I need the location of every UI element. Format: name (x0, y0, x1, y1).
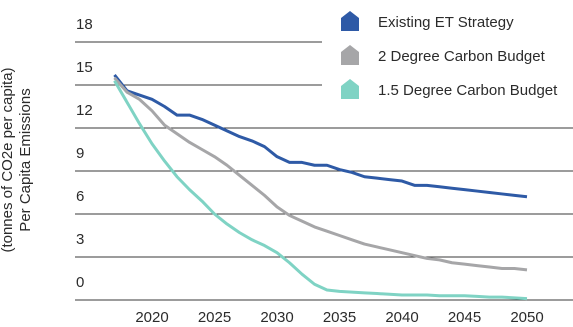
y-tick-label: 15 (76, 59, 93, 76)
x-tick-label: 2040 (385, 309, 418, 326)
legend-marker (341, 79, 359, 99)
legend-label: 2 Degree Carbon Budget (378, 48, 546, 65)
y-tick-label: 12 (76, 102, 93, 119)
legend-label: 1.5 Degree Carbon Budget (378, 82, 558, 99)
series-line (113, 76, 528, 272)
x-tick-label: 2030 (260, 309, 293, 326)
legend-marker (341, 45, 359, 65)
y-axis-label: Per Capita Emissions (17, 88, 34, 231)
y-tick-label: 18 (76, 16, 93, 33)
x-tick-label: 2020 (135, 309, 168, 326)
series-line (113, 74, 528, 199)
x-tick-label: 2025 (198, 309, 231, 326)
x-tick-label: 2035 (323, 309, 356, 326)
x-tick-label: 2050 (510, 309, 543, 326)
y-tick-label: 3 (76, 231, 84, 248)
x-tick-label: 2045 (448, 309, 481, 326)
y-tick-label: 6 (76, 188, 84, 205)
legend-background (322, 0, 573, 112)
y-axis-label: (tonnes of CO2e per capita) (0, 67, 16, 252)
y-tick-label: 0 (76, 274, 84, 291)
legend-marker (341, 11, 359, 31)
series-line (113, 79, 528, 301)
legend-label: Existing ET Strategy (378, 14, 514, 31)
y-tick-label: 9 (76, 145, 84, 162)
